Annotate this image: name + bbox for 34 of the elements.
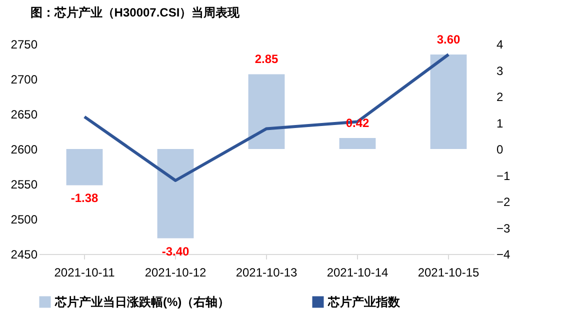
data-label: 2.85 [254,52,278,66]
y2-tick-label: 1 [496,116,504,130]
bar [430,54,467,149]
x-tick-label: 2021-10-13 [236,266,298,280]
y2-tick-label: −1 [496,168,511,183]
y-tick-label: 2450 [10,248,38,262]
x-tick-label: 2021-10-14 [326,266,389,280]
y2-tick-label: 0 [496,142,504,156]
bar [248,74,285,149]
bar [339,138,376,149]
y2-tick-label: 3 [496,64,504,78]
x-tick-label: 2021-10-12 [144,266,207,280]
y-tick-label: 2750 [10,38,38,52]
y2-tick-label: −4 [496,248,511,262]
y-tick-label: 2600 [10,142,38,156]
y-tick-label: 2650 [10,108,38,122]
chart-title: 图：芯片产业（H30007.CSI）当周表现 [30,6,241,20]
line-series [83,53,450,182]
y-tick-label: 2700 [10,72,38,86]
x-tick-label: 2021-10-15 [418,266,480,280]
y2-tick-label: −3 [496,221,511,236]
legend-label: 芯片产业当日涨跌幅(%)（右轴） [54,295,230,309]
y-tick-label: 2550 [10,178,38,192]
data-label: -1.38 [70,191,98,206]
bar [66,149,103,186]
bar [157,149,194,238]
y2-tick-label: 4 [496,38,504,52]
y2-tick-label: −2 [496,195,511,209]
y-tick-label: 2500 [10,212,38,226]
y2-tick-label: 2 [496,90,504,104]
legend-label: 芯片产业指数 [327,295,401,309]
x-tick-label: 2021-10-11 [54,266,116,280]
data-label: -3.40 [162,244,190,258]
data-label: 3.60 [436,32,460,46]
